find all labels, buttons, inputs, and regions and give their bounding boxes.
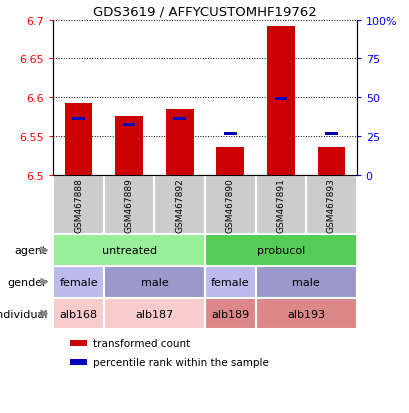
FancyBboxPatch shape [53,175,103,235]
Text: male: male [140,277,168,287]
FancyBboxPatch shape [103,175,154,235]
FancyBboxPatch shape [255,266,356,298]
Text: GSM467890: GSM467890 [225,178,234,233]
Text: individual: individual [0,309,47,319]
Text: untreated: untreated [101,246,156,256]
FancyBboxPatch shape [103,266,204,298]
FancyBboxPatch shape [53,266,103,298]
Bar [70,340,87,346]
Text: alb168: alb168 [59,309,97,319]
FancyBboxPatch shape [204,266,255,298]
FancyBboxPatch shape [53,235,204,266]
Bar [266,27,294,175]
FancyBboxPatch shape [204,235,356,266]
Bar [317,148,344,175]
Text: GSM467891: GSM467891 [276,178,285,233]
Text: GSM467893: GSM467893 [326,178,335,233]
Bar [324,133,337,136]
Bar [223,133,236,136]
Text: transformed count: transformed count [93,338,190,348]
FancyBboxPatch shape [103,298,204,330]
Text: alb189: alb189 [211,309,249,319]
Bar [70,359,87,366]
Bar [274,98,286,101]
Text: female: female [211,277,249,287]
Text: alb193: alb193 [286,309,324,319]
Text: GSM467889: GSM467889 [124,178,133,233]
Bar [165,109,193,175]
Text: percentile rank within the sample: percentile rank within the sample [93,357,268,368]
Bar [65,104,92,175]
FancyBboxPatch shape [255,298,356,330]
FancyBboxPatch shape [204,298,255,330]
FancyBboxPatch shape [306,175,356,235]
Text: alb187: alb187 [135,309,173,319]
FancyBboxPatch shape [255,175,306,235]
Text: female: female [59,277,98,287]
FancyBboxPatch shape [53,298,103,330]
Text: gender: gender [7,277,47,287]
Bar [216,148,244,175]
Bar [115,117,143,175]
Text: probucol: probucol [256,246,304,256]
Text: GSM467892: GSM467892 [175,178,184,232]
Text: male: male [292,277,319,287]
Bar [123,123,135,126]
Text: GSM467888: GSM467888 [74,178,83,233]
Text: agent: agent [15,246,47,256]
Bar [72,118,85,121]
Title: GDS3619 / AFFYCUSTOMHF19762: GDS3619 / AFFYCUSTOMHF19762 [93,5,316,18]
Bar [173,118,186,121]
FancyBboxPatch shape [154,175,204,235]
FancyBboxPatch shape [204,175,255,235]
